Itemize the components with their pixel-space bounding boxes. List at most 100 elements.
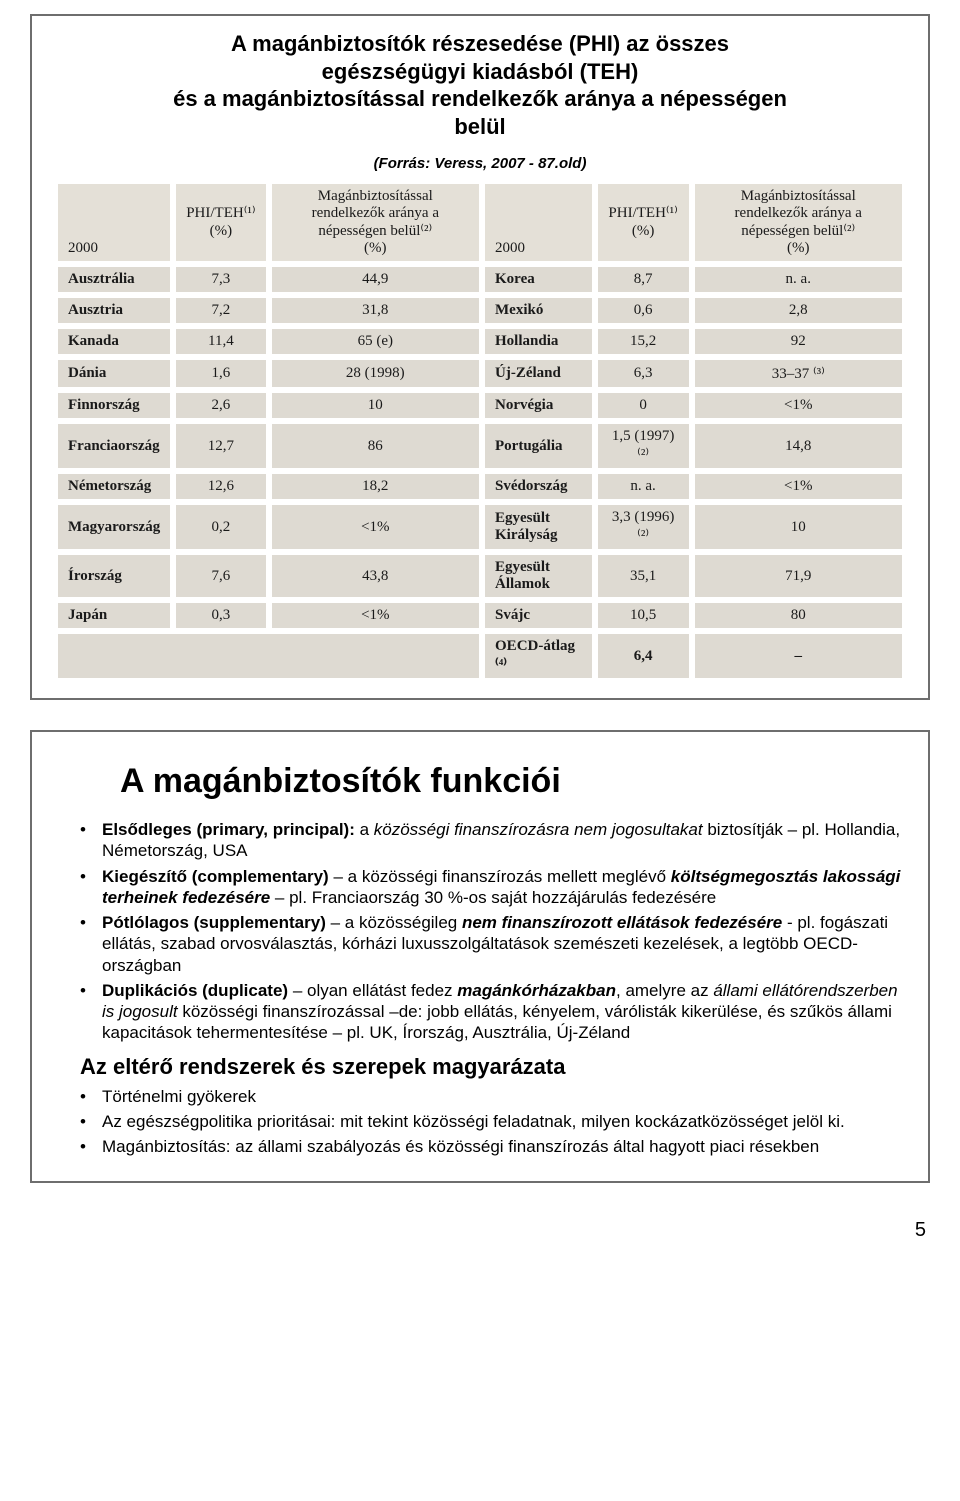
col-phi-right: PHI/TEH⁽¹⁾ (%) [595,181,692,264]
cell-value: <1% [692,390,905,421]
cell-value: 12,6 [173,471,268,502]
table-row: Finnország2,610Norvégia0<1% [55,390,905,421]
cell-value: 14,8 [692,421,905,471]
footer-label: OECD-átlag ⁽⁴⁾ [482,631,595,681]
cell-country: Hollandia [482,326,595,357]
cell-value: 28 (1998) [269,357,482,390]
slide1-title: A magánbiztosítók részesedése (PHI) az ö… [52,30,908,140]
cell-value: 86 [269,421,482,471]
bullet-list-1: Elsődleges (primary, principal): a közös… [80,819,902,1044]
list-item: Történelmi gyökerek [80,1086,902,1107]
source-text: (Forrás: Veress, 2007 - 87.old) [374,155,587,172]
col-pop-right: Magánbiztosítással rendelkezők aránya a … [692,181,905,264]
cell-value: n. a. [692,264,905,295]
cell-value: 80 [692,600,905,631]
cell-value: n. a. [595,471,692,502]
table-row: Franciaország12,786Portugália1,5 (1997)⁽… [55,421,905,471]
cell-value: <1% [269,502,482,552]
cell-value: 0,2 [173,502,268,552]
cell-country: Írország [55,552,173,600]
cell-value: 7,6 [173,552,268,600]
table-footer-row: OECD-átlag ⁽⁴⁾ 6,4 – [55,631,905,681]
table-row: Németország12,618,2Svédországn. a.<1% [55,471,905,502]
slide-1: A magánbiztosítók részesedése (PHI) az ö… [30,14,930,700]
cell-country: Portugália [482,421,595,471]
cell-value: 12,7 [173,421,268,471]
bullet-list-2: Történelmi gyökerek Az egészségpolitika p… [80,1086,902,1158]
title-line4: belül [454,114,505,139]
title-line2: egészségügyi kiadásból (TEH) [322,59,639,84]
cell-country: Egyesült Királyság [482,502,595,552]
col-year-right: 2000 [482,181,595,264]
cell-country: Finnország [55,390,173,421]
table-row: Dánia1,628 (1998)Új-Zéland6,333–37 ⁽³⁾ [55,357,905,390]
list-item: Magánbiztosítás: az állami szabályozás é… [80,1136,902,1157]
title-line1: A magánbiztosítók részesedése (PHI) az ö… [231,31,729,56]
cell-country: Kanada [55,326,173,357]
cell-value: <1% [269,600,482,631]
cell-value: 1,5 (1997)⁽²⁾ [595,421,692,471]
cell-value: 71,9 [692,552,905,600]
list-item: Kiegészítő (complementary) – a közösségi… [80,866,902,909]
cell-country: Norvégia [482,390,595,421]
cell-value: 18,2 [269,471,482,502]
cell-country: Németország [55,471,173,502]
cell-value: 35,1 [595,552,692,600]
cell-country: Új-Zéland [482,357,595,390]
cell-value: 0 [595,390,692,421]
table-body: Ausztrália7,344,9Korea8,7n. a.Ausztria7,… [55,264,905,631]
table-row: Ausztria7,231,8Mexikó0,62,8 [55,295,905,326]
cell-value: 92 [692,326,905,357]
page-number: 5 [0,1213,960,1252]
cell-value: 11,4 [173,326,268,357]
table-row: Írország7,643,8Egyesült Államok35,171,9 [55,552,905,600]
col-year-left: 2000 [55,181,173,264]
cell-value: <1% [692,471,905,502]
cell-country: Dánia [55,357,173,390]
cell-country: Egyesült Államok [482,552,595,600]
cell-value: 1,6 [173,357,268,390]
title-line3: és a magánbiztosítással rendelkezők arán… [173,86,787,111]
cell-country: Franciaország [55,421,173,471]
list-item: Elsődleges (primary, principal): a közös… [80,819,902,862]
cell-country: Ausztrália [55,264,173,295]
cell-value: 43,8 [269,552,482,600]
cell-country: Magyarország [55,502,173,552]
list-item: Az egészségpolitika prioritásai: mit tek… [80,1111,902,1132]
cell-value: 0,3 [173,600,268,631]
cell-country: Svédország [482,471,595,502]
cell-value: 2,8 [692,295,905,326]
cell-value: 33–37 ⁽³⁾ [692,357,905,390]
cell-value: 44,9 [269,264,482,295]
cell-value: 15,2 [595,326,692,357]
cell-value: 2,6 [173,390,268,421]
footer-val1: 6,4 [595,631,692,681]
footer-val2: – [692,631,905,681]
cell-value: 7,2 [173,295,268,326]
cell-country: Korea [482,264,595,295]
slide-2: A magánbiztosítók funkciói Elsődleges (p… [30,730,930,1183]
cell-value: 8,7 [595,264,692,295]
cell-value: 7,3 [173,264,268,295]
col-pop-left: Magánbiztosítással rendelkezők aránya a … [269,181,482,264]
cell-value: 10 [269,390,482,421]
cell-value: 6,3 [595,357,692,390]
cell-country: Mexikó [482,295,595,326]
cell-value: 65 (e) [269,326,482,357]
cell-value: 0,6 [595,295,692,326]
slide2-title: A magánbiztosítók funkciói [120,762,902,801]
data-table: 2000 PHI/TEH⁽¹⁾ (%) Magánbiztosítással r… [52,178,908,684]
col-phi-left: PHI/TEH⁽¹⁾ (%) [173,181,268,264]
list-item: Pótlólagos (supplementary) – a közösségi… [80,912,902,976]
cell-value: 3,3 (1996)⁽²⁾ [595,502,692,552]
list-item: Duplikációs (duplicate) – olyan ellátást… [80,980,902,1044]
cell-country: Japán [55,600,173,631]
cell-country: Ausztria [55,295,173,326]
table-row: Kanada11,465 (e)Hollandia15,292 [55,326,905,357]
slide2-subhead: Az eltérő rendszerek és szerepek magyará… [80,1054,902,1080]
cell-value: 10 [692,502,905,552]
cell-value: 31,8 [269,295,482,326]
table-head: 2000 PHI/TEH⁽¹⁾ (%) Magánbiztosítással r… [55,181,905,264]
slide1-source: (Forrás: Veress, 2007 - 87.old) [52,155,908,172]
table-row: Japán0,3<1%Svájc10,580 [55,600,905,631]
